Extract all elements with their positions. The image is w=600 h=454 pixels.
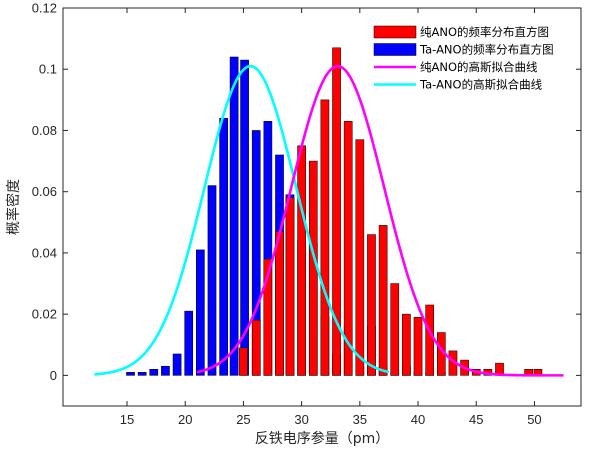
- x-tick-label-4: 35: [353, 412, 367, 427]
- pure-bar-10: [355, 139, 365, 376]
- ta-bar-1: [137, 372, 147, 376]
- ta-bar-0: [126, 372, 135, 376]
- x-axis-label: 反铁电序参量（pm）: [255, 430, 390, 447]
- pure-bar-13: [390, 283, 400, 376]
- x-tick-label-1: 20: [178, 412, 192, 427]
- pure-bar-14: [402, 313, 411, 376]
- ta-bar-4: [172, 353, 182, 376]
- pure-bar-2: [263, 258, 273, 376]
- ta-bar-3: [161, 365, 170, 376]
- ta-bar-2: [149, 369, 159, 376]
- y-axis-ticks: 0 0.02 0.04 0.06 0.08 0.1 0.12: [32, 1, 581, 383]
- y-tick-label-5: 0.1: [39, 62, 57, 77]
- y-tick-label-1: 0.02: [32, 307, 57, 322]
- pure-bar-16: [425, 304, 434, 376]
- x-tick-label-7: 50: [527, 412, 541, 427]
- plot-frame: [62, 7, 582, 407]
- x-axis-ticks: 15 20 25 30 35 40 45 50: [120, 8, 542, 427]
- x-tick-label-5: 40: [411, 412, 425, 427]
- x-tick-label-0: 15: [120, 412, 134, 427]
- legend-label-1: Ta-ANO的频率分布直方图: [419, 43, 554, 57]
- legend-label-2: 纯ANO的高斯拟合曲线: [420, 60, 538, 74]
- fit-curves: [94, 64, 564, 377]
- ta-bar-9: [229, 56, 239, 376]
- pure-bar-3: [275, 231, 284, 376]
- legend-swatch-0: [373, 25, 417, 39]
- legend-label-3: Ta-ANO的高斯拟合曲线: [419, 78, 543, 92]
- pure-bar-12: [378, 225, 388, 376]
- x-tick-label-2: 25: [236, 412, 250, 427]
- pure-fit-curve: [196, 64, 564, 377]
- pure-bar-0: [239, 347, 248, 376]
- pure-bar-7: [320, 99, 330, 376]
- pure-bar-9: [343, 121, 353, 376]
- y-axis-label: 概率密度: [5, 179, 22, 235]
- pure-bar-11: [367, 234, 376, 376]
- y-tick-label-6: 0.12: [32, 1, 57, 16]
- pure-histogram: [239, 47, 543, 376]
- pure-bar-1: [251, 320, 261, 376]
- legend-swatch-1: [373, 43, 417, 56]
- y-tick-label-2: 0.04: [32, 245, 57, 260]
- y-tick-label-4: 0.08: [32, 123, 57, 138]
- y-tick-label-0: 0: [50, 368, 57, 383]
- pure-bar-8: [332, 47, 341, 376]
- x-tick-label-6: 45: [469, 412, 483, 427]
- pure-bar-5: [297, 145, 306, 376]
- ta-bar-6: [196, 249, 205, 376]
- y-tick-label-3: 0.06: [32, 184, 57, 199]
- ta-fit-curve: [94, 64, 390, 376]
- ta-bar-5: [184, 310, 194, 376]
- ta-bar-8: [219, 117, 228, 376]
- legend-label-0: 纯ANO的频率分布直方图: [420, 25, 549, 39]
- pure-bar-4: [285, 197, 295, 376]
- x-tick-label-3: 30: [294, 412, 308, 427]
- pure-bar-15: [413, 316, 423, 376]
- ta-bar-7: [207, 185, 217, 376]
